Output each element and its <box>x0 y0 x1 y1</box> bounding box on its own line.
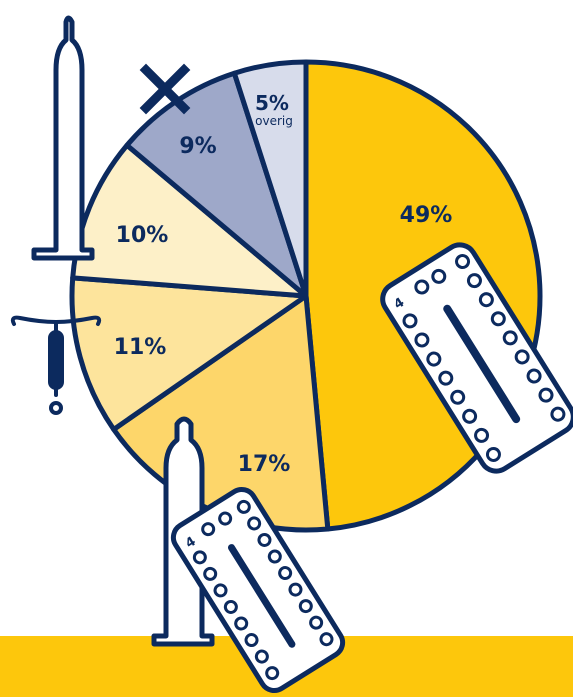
slice-label-10: 10% <box>116 223 169 248</box>
pill-strip-icon: 4 <box>380 242 573 474</box>
iud-icon <box>10 315 102 415</box>
pie-slice-10 <box>70 142 309 299</box>
slice-label-49: 49% <box>400 203 453 228</box>
slice-label-5: 5% <box>255 91 289 115</box>
slice-label-9: 9% <box>179 134 216 159</box>
pie-slice-5 <box>231 59 309 299</box>
slice-sublabel-overig: overig <box>255 114 293 128</box>
pie-slice-11 <box>69 275 309 432</box>
slice-label-17: 17% <box>238 452 291 477</box>
condom-and-pill-icon: 4 <box>151 416 346 693</box>
condom-icon <box>31 15 95 261</box>
cross-icon <box>139 63 191 115</box>
slice-label-11: 11% <box>114 335 167 360</box>
